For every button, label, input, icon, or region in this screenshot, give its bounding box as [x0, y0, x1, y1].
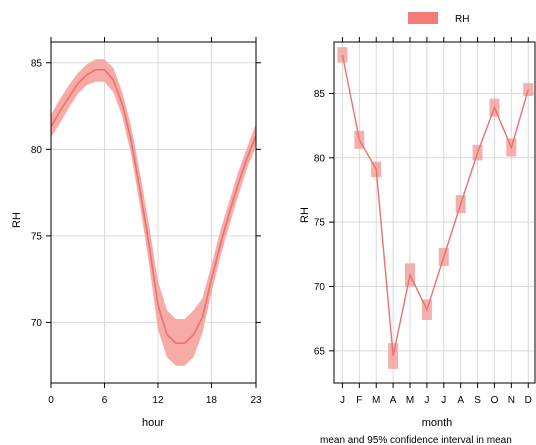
right-x-tick-label: D: [525, 395, 532, 406]
right-x-tick-label: J: [424, 395, 429, 406]
right-x-tick-label: J: [340, 395, 345, 406]
right-gridlines: [334, 42, 535, 383]
left-mean-line: [50, 68, 257, 344]
right-y-tick-label: 85: [314, 89, 326, 100]
hourly-rh-panel: 0 6 12 18 23 70 75 80 85 hour RH: [11, 37, 262, 429]
legend-label-rh: RH: [455, 14, 469, 25]
right-y-tick-label: 75: [314, 218, 326, 229]
right-mean-line: [341, 54, 529, 357]
right-x-axis-title: month: [422, 417, 453, 429]
chart-caption: mean and 95% confidence interval in mean: [320, 435, 512, 445]
right-x-tick-label: J: [441, 395, 446, 406]
right-x-tick-label: O: [491, 395, 499, 406]
left-y-tick-label: 70: [31, 318, 43, 329]
left-x-tick-label: 6: [102, 395, 108, 406]
right-x-tick-label: F: [356, 395, 362, 406]
left-x-tick-label: 12: [152, 395, 164, 406]
left-ticks: 0 6 12 18 23 70 75 80 85: [31, 37, 262, 406]
left-y-tick-label: 75: [31, 231, 43, 242]
right-plot-frame: [333, 41, 536, 384]
right-x-tick-label: S: [474, 395, 481, 406]
legend: RH: [408, 12, 469, 25]
right-x-tick-label: N: [508, 395, 515, 406]
left-x-tick-label: 23: [250, 395, 262, 406]
left-x-tick-label: 0: [48, 395, 54, 406]
right-x-tick-label: A: [390, 395, 397, 406]
left-x-tick-label: 18: [206, 395, 218, 406]
right-y-tick-label: 65: [314, 346, 326, 357]
right-x-tick-label: M: [406, 395, 414, 406]
left-y-tick-label: 80: [31, 145, 43, 156]
left-y-tick-label: 85: [31, 58, 43, 69]
left-plot-frame: [50, 41, 257, 384]
right-y-tick-label: 70: [314, 282, 326, 293]
right-confidence-boxes: [337, 47, 534, 369]
left-confidence-band: [51, 59, 256, 366]
right-x-tick-label: M: [372, 395, 380, 406]
right-y-tick-label: 80: [314, 153, 326, 164]
left-y-axis-title: RH: [11, 212, 23, 228]
legend-swatch-rh: [408, 12, 438, 24]
left-gridlines: [50, 42, 257, 383]
left-x-axis-title: hour: [142, 417, 164, 429]
right-y-axis-title: RH: [299, 207, 311, 223]
right-x-tick-label: A: [457, 395, 464, 406]
